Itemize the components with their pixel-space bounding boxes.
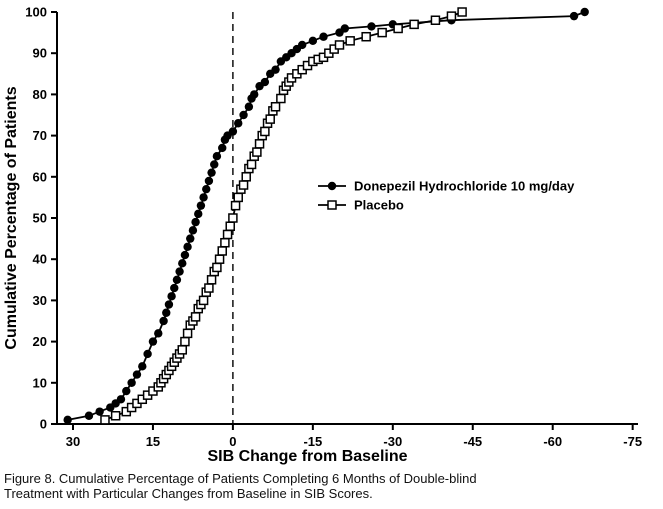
- y-tick-label: 70: [33, 128, 47, 143]
- x-tick-label: -15: [303, 434, 322, 449]
- y-tick-label: 0: [40, 417, 47, 432]
- y-tick-label: 10: [33, 375, 47, 390]
- x-tick-label: 15: [146, 434, 160, 449]
- legend: Donepezil Hydrochloride 10 mg/day Placebo: [318, 179, 575, 213]
- y-tick-label: 100: [25, 5, 47, 20]
- y-axis-title: Cumulative Percentage of Patients: [3, 86, 20, 349]
- x-tick-label: -30: [383, 434, 402, 449]
- y-tick-label: 30: [33, 293, 47, 308]
- y-tick-label: 90: [33, 46, 47, 61]
- y-tick-label: 40: [33, 252, 47, 267]
- y-tick-label: 20: [33, 334, 47, 349]
- y-tick-label: 80: [33, 87, 47, 102]
- x-axis-title: SIB Change from Baseline: [207, 448, 407, 465]
- x-tick-label: 30: [66, 434, 80, 449]
- legend-label: Placebo: [354, 198, 404, 213]
- x-tick-label: 0: [229, 434, 236, 449]
- caption-line-1: Figure 8. Cumulative Percentage of Patie…: [4, 471, 477, 486]
- caption-line-2: Treatment with Particular Changes from B…: [4, 486, 373, 502]
- series-placebo: [100, 7, 467, 425]
- x-tick-label: -60: [543, 434, 562, 449]
- y-axis-ticks: 0 10 20 30 40 50 60 70 80 90 100: [25, 5, 57, 432]
- x-tick-label: -75: [623, 434, 642, 449]
- x-tick-label: -45: [463, 434, 482, 449]
- figure-caption: Figure 8. Cumulative Percentage of Patie…: [0, 468, 663, 502]
- series-donepezil: [63, 7, 589, 425]
- cumulative-percentage-chart: 0 10 20 30 40 50 60 70 80 90 100 30 15 0 -15 -30 -45 -60 -…: [3, 5, 642, 466]
- legend-label: Donepezil Hydrochloride 10 mg/day: [354, 179, 575, 194]
- y-tick-label: 50: [33, 211, 47, 226]
- x-axis-ticks: 30 15 0 -15 -30 -45 -60 -75: [66, 424, 642, 449]
- y-tick-label: 60: [33, 169, 47, 184]
